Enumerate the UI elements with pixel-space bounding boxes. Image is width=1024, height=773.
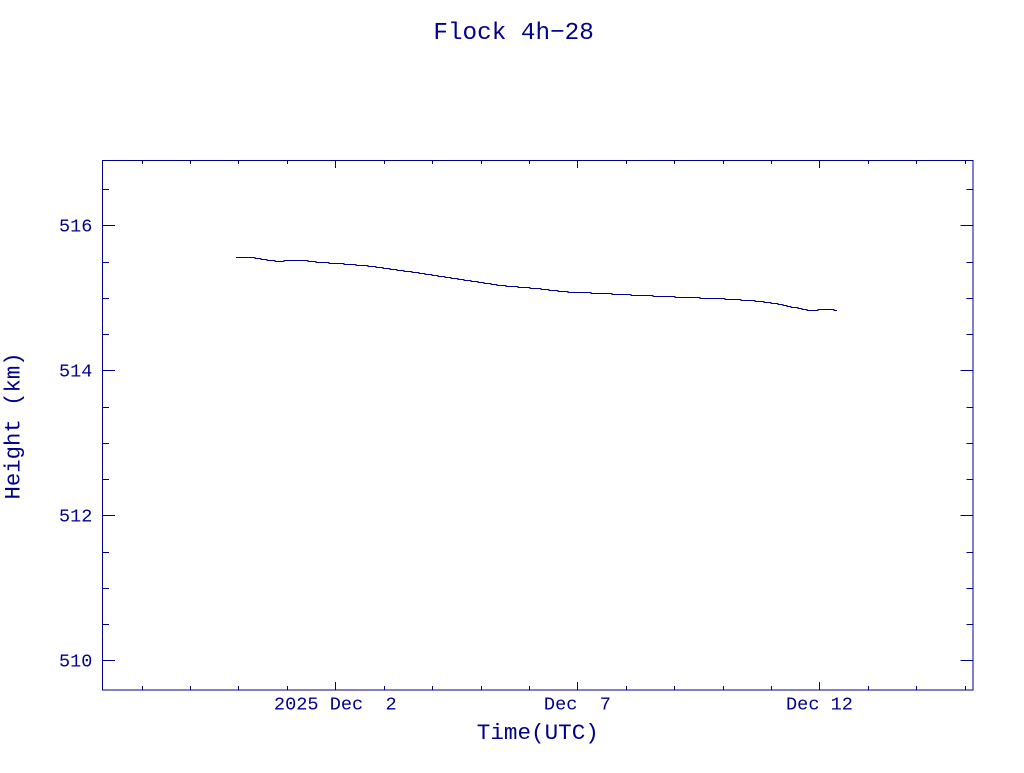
svg-text:516: 516 (59, 216, 92, 237)
svg-text:Dec 7: Dec 7 (544, 695, 611, 716)
svg-text:512: 512 (59, 506, 92, 527)
svg-text:Time(UTC): Time(UTC) (477, 720, 599, 746)
svg-text:514: 514 (59, 361, 92, 382)
svg-text:Height (km): Height (km) (1, 352, 27, 499)
svg-text:510: 510 (59, 651, 92, 672)
svg-text:Flock 4h−28: Flock 4h−28 (433, 20, 593, 47)
svg-text:2025 Dec 2: 2025 Dec 2 (274, 695, 397, 716)
svg-text:Dec 12: Dec 12 (786, 695, 853, 716)
